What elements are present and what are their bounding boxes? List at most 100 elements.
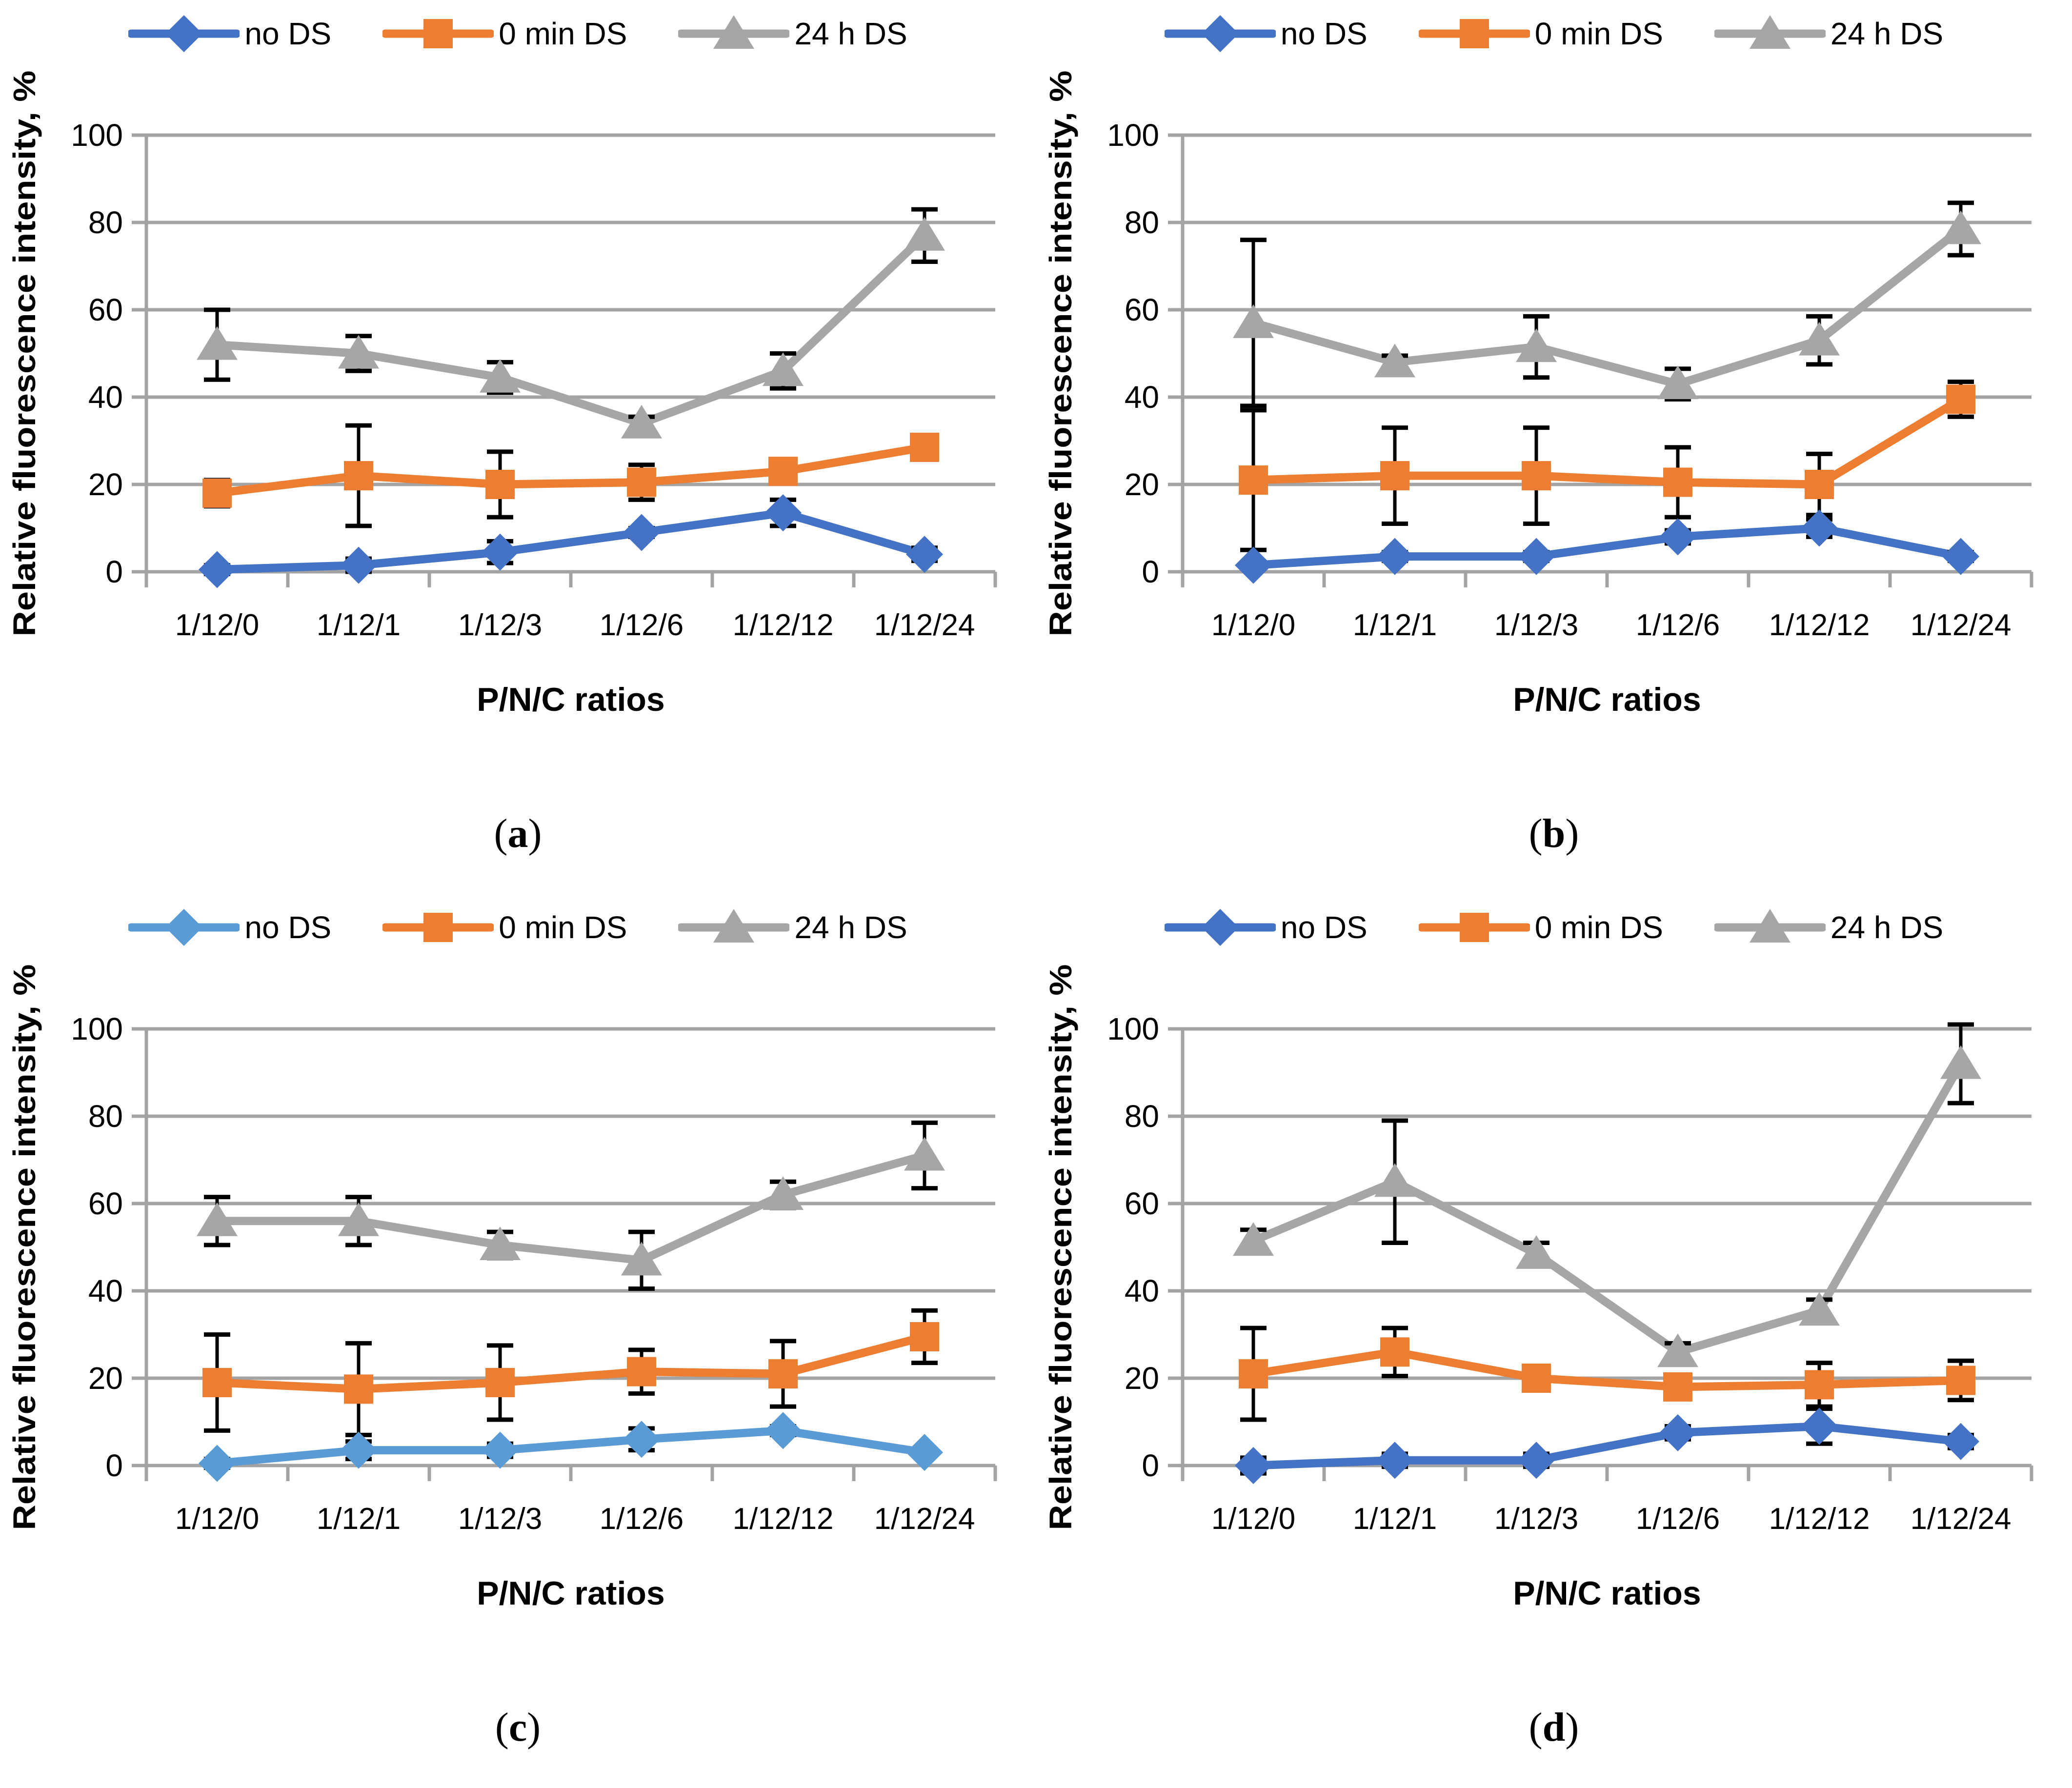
diamond-marker: [906, 536, 943, 573]
square-marker: [485, 1367, 515, 1397]
triangle-marker: [763, 1176, 804, 1210]
diamond-marker: [1659, 1414, 1696, 1451]
triangle-marker: [1798, 1292, 1840, 1326]
legend-item-no-ds: no DS: [1164, 908, 1368, 947]
legend-item-0-min-ds: 0 min DS: [1418, 14, 1663, 53]
x-tick-label: 1/12/6: [600, 1502, 684, 1536]
square-marker: [1521, 461, 1551, 491]
twentyfour-h-ds-triangle-icon: [1714, 15, 1826, 49]
legend-item-24-h-ds: 24 h DS: [678, 14, 907, 53]
triangle-marker: [197, 326, 238, 360]
triangle-marker: [1374, 1163, 1415, 1197]
x-axis-title: P/N/C ratios: [1513, 1575, 1701, 1612]
square-marker: [1459, 19, 1489, 48]
series-line-no-ds: [1249, 1422, 1965, 1470]
legend-label-no-ds: no DS: [1280, 16, 1368, 51]
diamond-marker: [1376, 538, 1413, 575]
caption-b: (b): [1529, 813, 1579, 854]
triangle-marker: [1749, 15, 1790, 49]
y-tick-label: 60: [1124, 292, 1159, 327]
panel-a: no DS 0 min DS 24 h DS 0 20 40 60 80 100 1/12/…: [0, 0, 1036, 894]
y-axis-title: Relative fluorescence intensity, %: [7, 964, 42, 1530]
triangle-marker: [1232, 1222, 1274, 1256]
square-marker: [1380, 461, 1409, 491]
square-marker: [910, 1322, 939, 1351]
square-marker: [1663, 467, 1692, 497]
square-marker: [423, 913, 453, 942]
caption-close: ): [1565, 1705, 1579, 1750]
chart-b: 0 20 40 60 80 100 1/12/0 1/12/1 1/12/3 1/12/6 1/12…: [1043, 71, 2033, 718]
legend-label-0-min-ds: 0 min DS: [1534, 910, 1663, 945]
caption-open: (: [1529, 1705, 1543, 1750]
legend-label-24-h-ds: 24 h DS: [1830, 910, 1944, 945]
diamond-marker: [1517, 538, 1555, 575]
legend-label-0-min-ds: 0 min DS: [1534, 16, 1663, 51]
x-axis-title: P/N/C ratios: [477, 1575, 664, 1612]
triangle-marker: [1749, 909, 1790, 943]
legend-a: no DS 0 min DS 24 h DS: [128, 13, 907, 55]
series-line-no-ds: [1249, 524, 1965, 570]
y-axis-title: Relative fluorescence intensity, %: [1043, 964, 1078, 1530]
y-tick-label: 60: [1124, 1186, 1159, 1221]
x-tick-label: 1/12/1: [317, 1502, 401, 1536]
square-marker: [485, 470, 515, 499]
legend-label-24-h-ds: 24 h DS: [794, 910, 907, 945]
caption-close: ): [528, 811, 542, 856]
diamond-marker: [199, 551, 236, 588]
y-tick-label: 20: [1124, 1361, 1159, 1396]
x-tick-label: 1/12/1: [1352, 1502, 1436, 1536]
x-tick-label: 1/12/3: [458, 1502, 542, 1536]
diamond-marker: [1234, 1447, 1272, 1484]
triangle-marker: [621, 1242, 662, 1276]
triangle-marker: [621, 404, 662, 439]
diamond-marker: [1942, 538, 1979, 575]
x-tick-label: 1/12/3: [458, 608, 542, 642]
diamond-marker: [1800, 509, 1838, 547]
square-marker: [1946, 1366, 1975, 1395]
square-marker: [1663, 1372, 1692, 1402]
legend-label-0-min-ds: 0 min DS: [499, 16, 627, 51]
x-axis-title: P/N/C ratios: [1513, 681, 1701, 718]
legend-item-24-h-ds: 24 h DS: [1714, 14, 1943, 53]
triangle-marker: [1657, 1333, 1698, 1367]
y-tick-label: 20: [88, 467, 123, 502]
x-tick-label: 1/12/3: [1494, 608, 1578, 642]
triangle-marker: [338, 1202, 379, 1236]
square-marker: [1238, 1359, 1268, 1389]
x-tick-label: 1/12/24: [874, 608, 975, 642]
legend-item-no-ds: no DS: [128, 14, 331, 53]
diamond-marker: [482, 533, 519, 571]
triangle-marker: [1657, 365, 1698, 400]
triangle-marker: [904, 217, 945, 251]
legend-d: no DS 0 min DS 24 h DS: [1164, 906, 1944, 948]
caption-c: (c): [495, 1707, 541, 1748]
x-tick-label: 1/12/6: [600, 608, 684, 642]
zero-min-ds-square-icon: [1418, 19, 1530, 48]
triangle-marker: [904, 1137, 945, 1171]
x-tick-label: 1/12/0: [1211, 608, 1295, 642]
triangle-marker: [1940, 210, 1981, 244]
diamond-marker: [623, 514, 660, 551]
zero-min-ds-square-icon: [382, 19, 494, 48]
square-marker: [627, 1357, 656, 1386]
legend-c: no DS 0 min DS 24 h DS: [128, 906, 907, 948]
diamond-marker: [1201, 909, 1239, 946]
legend-label-0-min-ds: 0 min DS: [499, 910, 627, 945]
series-line-0-min-ds: [213, 443, 929, 498]
zero-min-ds-square-icon: [1418, 913, 1530, 942]
caption-open: (: [494, 811, 508, 856]
panel-b: no DS 0 min DS 24 h DS 0 20 40 60 80 100 1/12/…: [1036, 0, 2072, 894]
legend-label-no-ds: no DS: [244, 16, 332, 51]
x-tick-label: 1/12/12: [733, 608, 834, 642]
no-ds-diamond-icon: [1164, 909, 1276, 946]
square-marker: [202, 1367, 232, 1397]
chart-d: 0 20 40 60 80 100 1/12/0 1/12/1 1/12/3 1/12/6 1/12…: [1043, 964, 2033, 1612]
x-tick-label: 1/12/0: [1211, 1502, 1295, 1536]
series-line-0-min-ds: [213, 1332, 929, 1393]
caption-open: (: [1529, 811, 1543, 856]
chart-a: 0 20 40 60 80 100 1/12/0 1/12/1 1/12/3 1/12/6 1/12…: [7, 71, 997, 718]
series-line-no-ds: [213, 1426, 929, 1468]
square-marker: [627, 467, 656, 497]
legend-item-no-ds: no DS: [128, 908, 331, 947]
